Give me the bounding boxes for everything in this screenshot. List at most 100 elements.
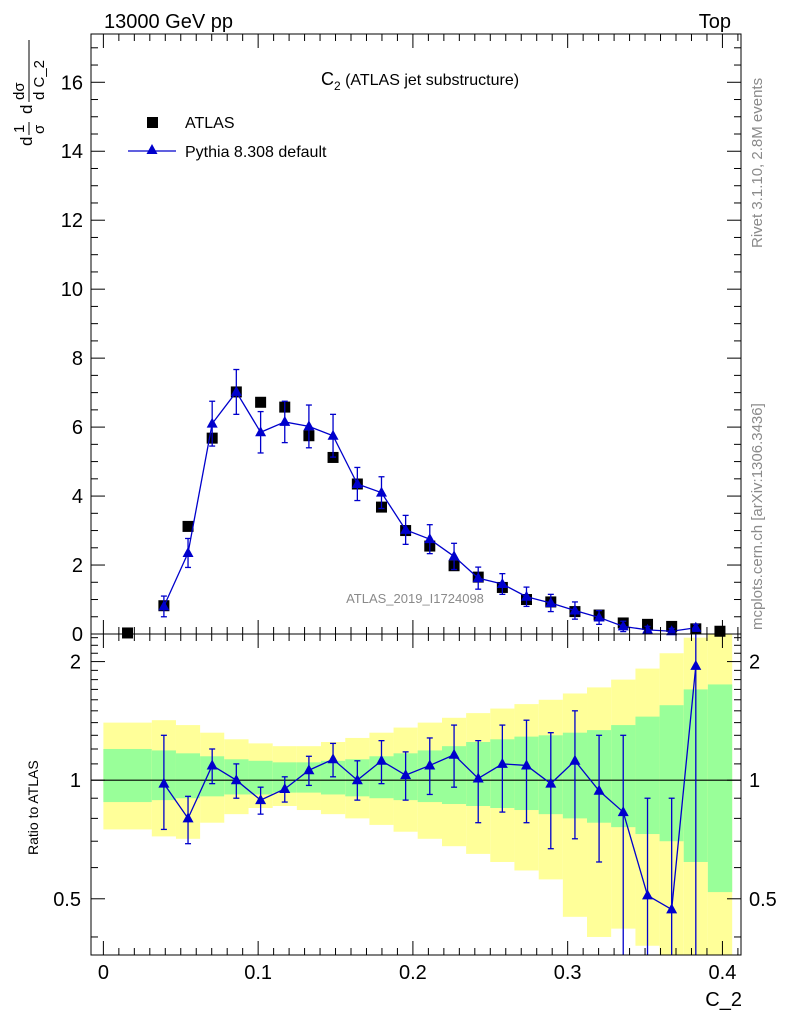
main-plot bbox=[122, 368, 726, 639]
main-y-tick-label: 10 bbox=[61, 279, 83, 301]
ratio-y-tick-label-right: 0.5 bbox=[749, 889, 777, 911]
pythia-point bbox=[666, 625, 678, 636]
main-y-label: d 1 σ d dσ d C_2 bbox=[11, 40, 48, 146]
ratio-point bbox=[642, 889, 654, 900]
ratio-y-label: Ratio to ATLAS bbox=[25, 760, 41, 855]
atlas-data-point bbox=[255, 396, 267, 408]
pythia-point bbox=[448, 550, 460, 561]
legend: ATLAS Pythia 8.308 default bbox=[128, 115, 327, 161]
pythia-point bbox=[617, 620, 629, 631]
ratio-point bbox=[230, 774, 242, 785]
chart-title-main: C bbox=[321, 69, 334, 89]
ratio-point bbox=[569, 754, 581, 765]
ratio-point bbox=[182, 812, 194, 823]
pythia-point bbox=[158, 600, 170, 611]
header-right: Top bbox=[699, 11, 731, 33]
pythia-point bbox=[351, 478, 363, 488]
pythia-point bbox=[690, 621, 702, 632]
ratio-point bbox=[400, 769, 412, 780]
pythia-point bbox=[521, 590, 532, 601]
ratio-point bbox=[545, 777, 557, 788]
ylabel-frac2-den: d C_2 bbox=[31, 60, 48, 100]
ratio-point bbox=[327, 753, 339, 764]
pythia-point bbox=[279, 415, 291, 426]
main-y-tick-label: 14 bbox=[61, 141, 83, 163]
ratio-point bbox=[666, 903, 678, 914]
main-y-tick-label: 12 bbox=[61, 210, 83, 232]
mcplots-label: mcplots.cern.ch [arXiv:1306.3436] bbox=[749, 403, 766, 630]
ratio-point bbox=[424, 759, 436, 770]
pythia-point bbox=[255, 426, 267, 437]
ratio-point bbox=[255, 794, 267, 805]
atlas-data-point bbox=[122, 627, 134, 639]
x-tick-label: 0.1 bbox=[244, 962, 272, 984]
ratio-y-tick-label-left: 2 bbox=[70, 652, 81, 674]
pythia-point bbox=[230, 385, 242, 396]
main-y-tick-label: 0 bbox=[72, 624, 83, 646]
header-left: 13000 GeV pp bbox=[104, 11, 233, 33]
ratio-point bbox=[521, 759, 532, 770]
ratio-point bbox=[206, 759, 218, 770]
band-inner-bin bbox=[707, 684, 733, 893]
chart-title: C2 (ATLAS jet substructure) bbox=[321, 69, 519, 93]
x-tick-label: 0.4 bbox=[709, 962, 737, 984]
atlas-data-point bbox=[182, 520, 194, 532]
ratio-point bbox=[375, 754, 387, 765]
pythia-point bbox=[375, 486, 387, 497]
legend-atlas-label: ATLAS bbox=[185, 115, 235, 132]
ratio-point bbox=[496, 757, 508, 768]
analysis-watermark: ATLAS_2019_I1724098 bbox=[346, 591, 484, 606]
ylabel-frac1-num: 1 bbox=[11, 125, 28, 133]
ratio-frame bbox=[90, 633, 742, 956]
pythia-point bbox=[206, 417, 218, 428]
main-y-tick-label: 2 bbox=[72, 555, 83, 577]
ratio-point bbox=[303, 764, 315, 775]
legend-atlas-marker bbox=[147, 117, 158, 128]
ratio-point bbox=[690, 659, 702, 670]
main-y-tick-label: 6 bbox=[72, 417, 83, 439]
band-inner-bin bbox=[175, 753, 201, 799]
ratio-point bbox=[279, 782, 291, 793]
ratio-y-tick-label-right: 1 bbox=[749, 770, 760, 792]
pythia-point bbox=[496, 578, 508, 588]
pythia-point bbox=[472, 572, 484, 583]
main-y-tick-label: 8 bbox=[72, 348, 83, 370]
x-tick-label: 0.2 bbox=[399, 962, 427, 984]
main-y-tick-label: 4 bbox=[72, 486, 83, 508]
ratio-point bbox=[617, 806, 629, 817]
x-tick-label: 0 bbox=[98, 962, 109, 984]
legend-pythia-label: Pythia 8.308 default bbox=[185, 144, 327, 161]
chart-title-rest: (ATLAS jet substructure) bbox=[341, 72, 519, 89]
pythia-point bbox=[303, 420, 315, 431]
ratio-point bbox=[593, 784, 605, 795]
ratio-y-tick-label-left: 1 bbox=[70, 770, 81, 792]
x-tick-label: 0.3 bbox=[554, 962, 582, 984]
atlas-data-point bbox=[714, 625, 726, 637]
chart-title-sub: 2 bbox=[334, 79, 341, 93]
ratio-plot bbox=[91, 634, 741, 955]
pythia-point bbox=[327, 429, 339, 440]
ratio-point bbox=[158, 777, 170, 788]
pythia-point bbox=[569, 604, 581, 615]
ratio-y-tick-label-right: 2 bbox=[749, 652, 760, 674]
ylabel-frac2-num: dσ bbox=[11, 82, 28, 100]
pythia-point bbox=[593, 611, 605, 622]
pythia-point bbox=[400, 523, 412, 534]
ratio-uncertainty-bands bbox=[103, 634, 733, 955]
legend-pythia-marker bbox=[146, 144, 158, 154]
ratio-point bbox=[351, 774, 363, 785]
ylabel-frac1-den: σ bbox=[31, 124, 48, 134]
ratio-point bbox=[448, 748, 460, 759]
ylabel-d1: d bbox=[17, 137, 36, 146]
ylabel-d2: d bbox=[17, 105, 36, 114]
pythia-point bbox=[545, 596, 557, 607]
rivet-label: Rivet 3.1.10, 2.8M events bbox=[749, 78, 766, 248]
pythia-point bbox=[424, 533, 436, 544]
x-axis-label: C_2 bbox=[705, 989, 742, 1011]
ratio-point bbox=[472, 772, 484, 783]
ratio-y-tick-label-left: 0.5 bbox=[53, 889, 81, 911]
band-inner-bin bbox=[103, 748, 152, 803]
main-y-tick-label: 16 bbox=[61, 72, 83, 94]
